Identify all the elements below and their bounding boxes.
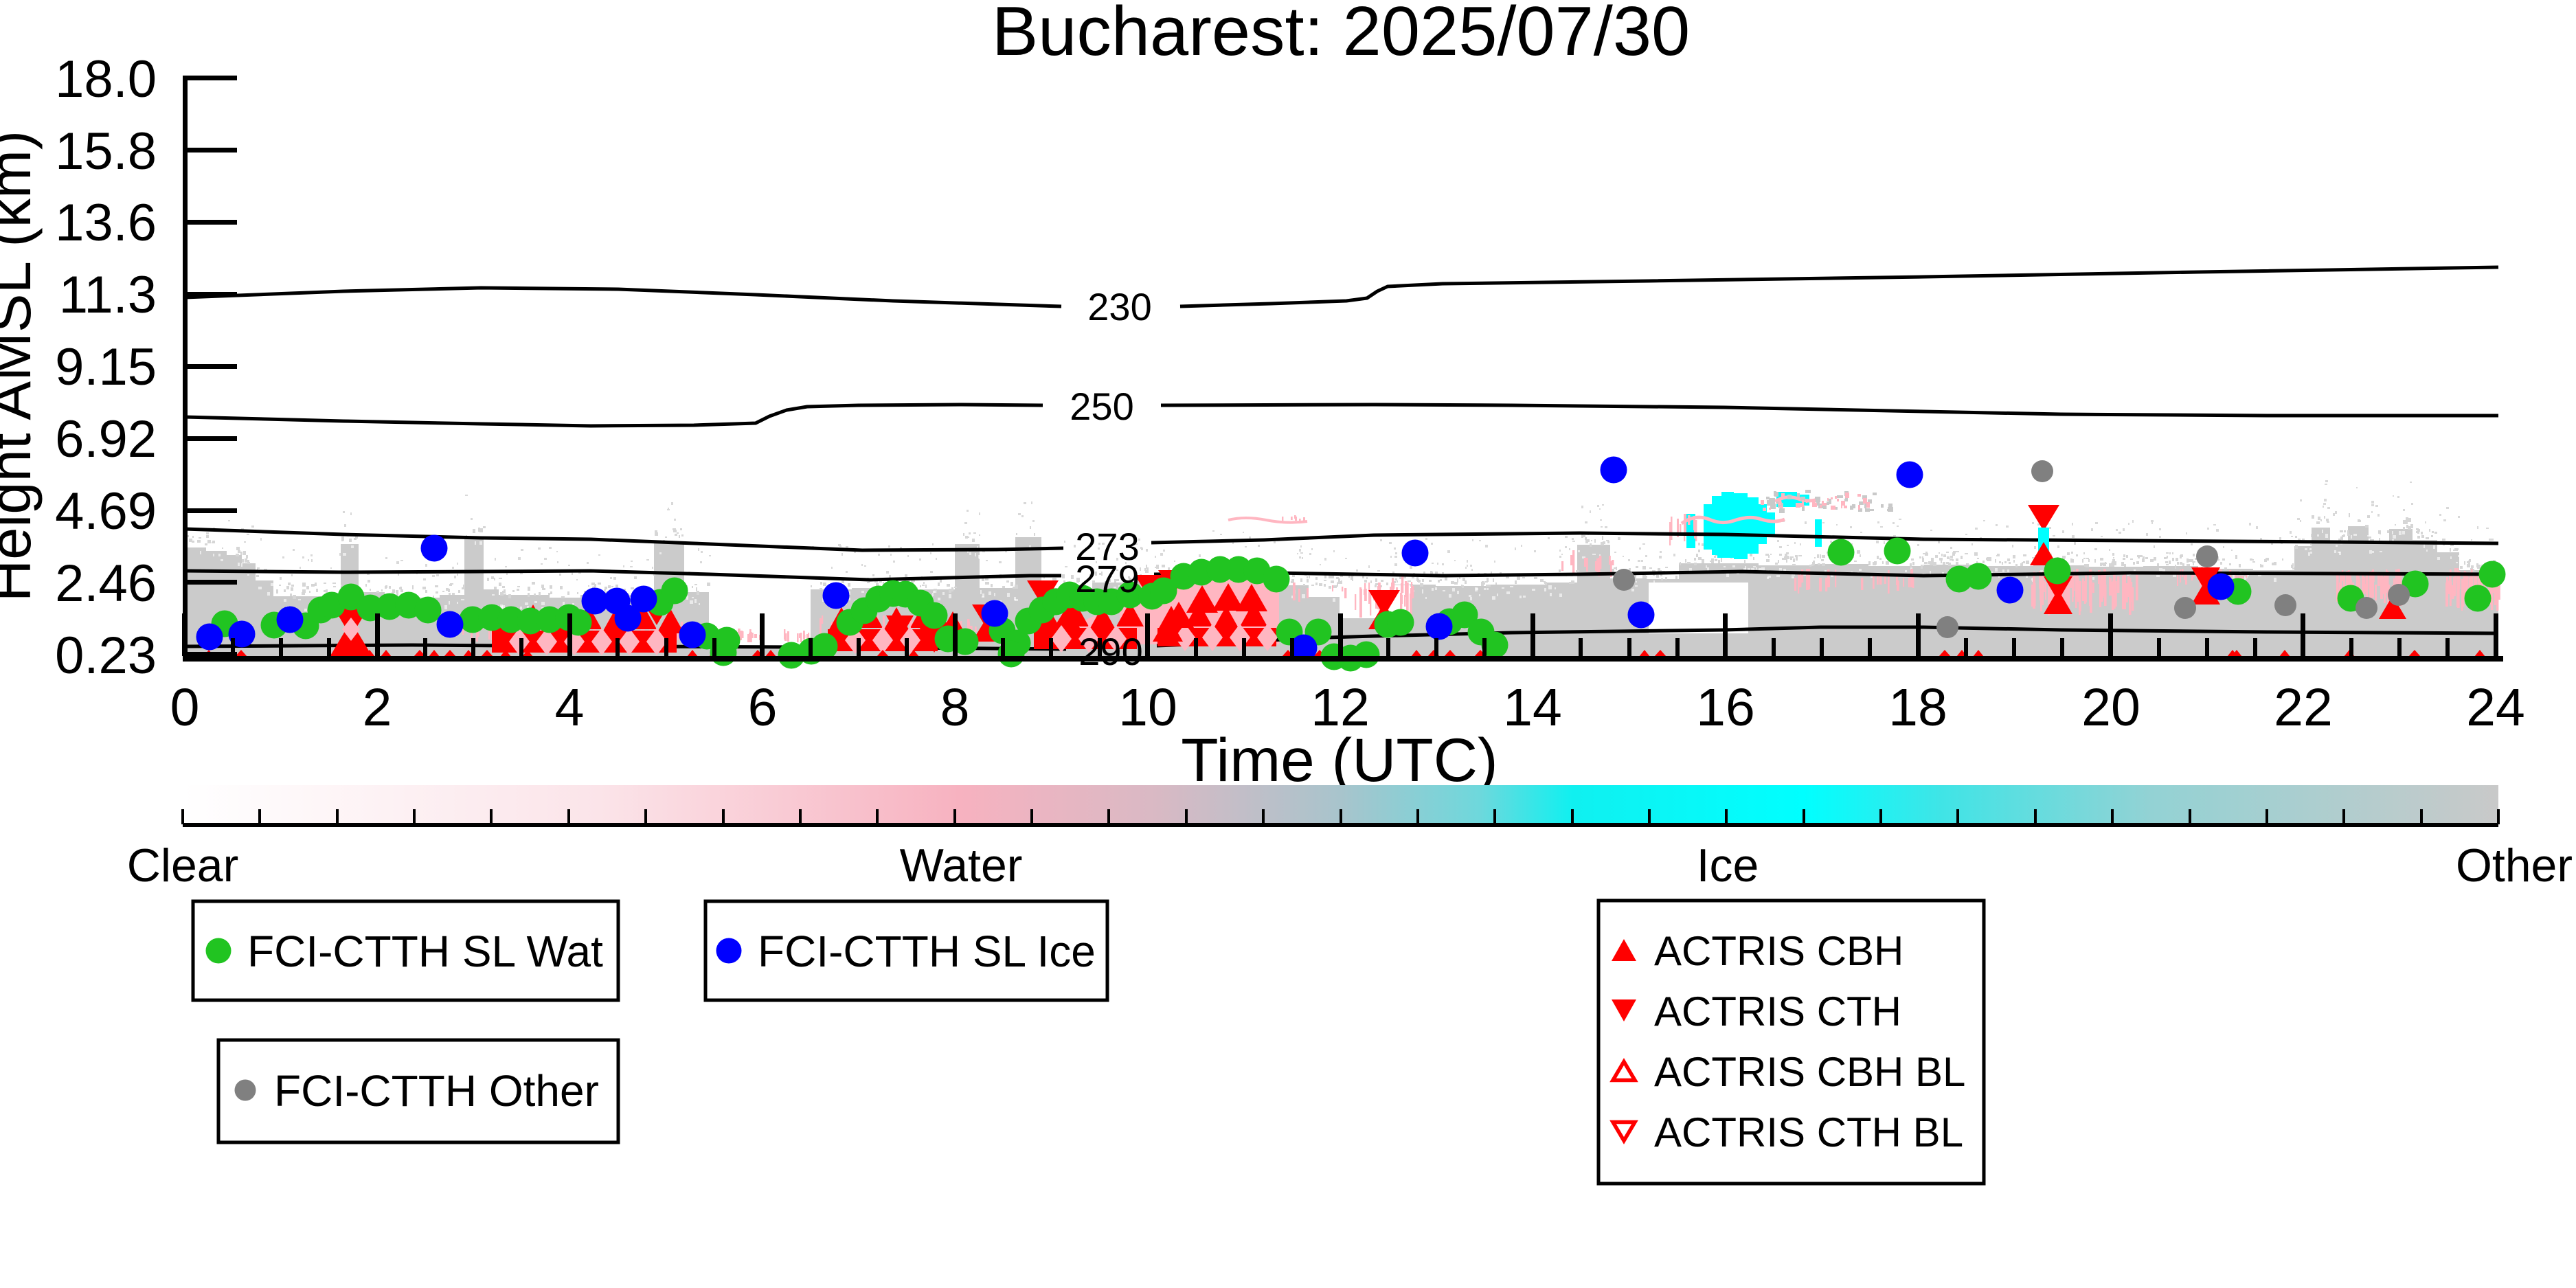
svg-text:6.92: 6.92 <box>55 410 157 468</box>
svg-text:Water: Water <box>900 839 1023 892</box>
svg-text:ACTRIS CTH: ACTRIS CTH <box>1654 988 1901 1035</box>
svg-text:Time (UTC): Time (UTC) <box>1181 725 1498 794</box>
svg-text:250: 250 <box>1070 385 1133 428</box>
svg-text:18: 18 <box>1888 678 1947 737</box>
svg-text:13.6: 13.6 <box>55 194 157 252</box>
svg-text:ACTRIS CBH: ACTRIS CBH <box>1654 928 1903 974</box>
svg-text:FCI-CTTH SL Ice: FCI-CTTH SL Ice <box>758 927 1096 976</box>
svg-text:14: 14 <box>1503 678 1562 737</box>
svg-text:2: 2 <box>363 678 392 737</box>
svg-text:4: 4 <box>555 678 585 737</box>
svg-text:Clear: Clear <box>127 839 239 892</box>
svg-text:12: 12 <box>1311 678 1370 737</box>
svg-text:8: 8 <box>940 678 970 737</box>
svg-text:16: 16 <box>1696 678 1755 737</box>
svg-text:230: 230 <box>1087 285 1151 328</box>
svg-text:11.3: 11.3 <box>59 266 157 324</box>
svg-text:6: 6 <box>748 678 778 737</box>
svg-text:Bucharest: 2025/07/30: Bucharest: 2025/07/30 <box>992 0 1690 70</box>
svg-text:2.46: 2.46 <box>55 554 157 613</box>
svg-text:FCI-CTTH SL Wat: FCI-CTTH SL Wat <box>247 927 603 976</box>
svg-text:273: 273 <box>1075 525 1139 568</box>
svg-text:15.8: 15.8 <box>55 122 157 181</box>
svg-text:279: 279 <box>1075 557 1139 600</box>
svg-text:0.23: 0.23 <box>55 626 157 685</box>
svg-text:ACTRIS CBH BL: ACTRIS CBH BL <box>1654 1049 1965 1095</box>
svg-text:ACTRIS CTH BL: ACTRIS CTH BL <box>1654 1109 1963 1155</box>
svg-text:Height AMSL (km): Height AMSL (km) <box>0 131 43 602</box>
svg-text:Other: Other <box>2456 839 2573 892</box>
svg-text:22: 22 <box>2274 678 2333 737</box>
svg-text:18.0: 18.0 <box>55 50 157 109</box>
svg-text:24: 24 <box>2466 678 2525 737</box>
svg-text:290: 290 <box>1078 630 1142 673</box>
svg-text:10: 10 <box>1118 678 1177 737</box>
svg-text:4.69: 4.69 <box>55 482 157 541</box>
svg-text:9.15: 9.15 <box>55 338 157 396</box>
svg-text:Ice: Ice <box>1697 839 1759 892</box>
svg-text:0: 0 <box>170 678 200 737</box>
svg-text:20: 20 <box>2081 678 2140 737</box>
svg-text:FCI-CTTH Other: FCI-CTTH Other <box>274 1066 599 1116</box>
